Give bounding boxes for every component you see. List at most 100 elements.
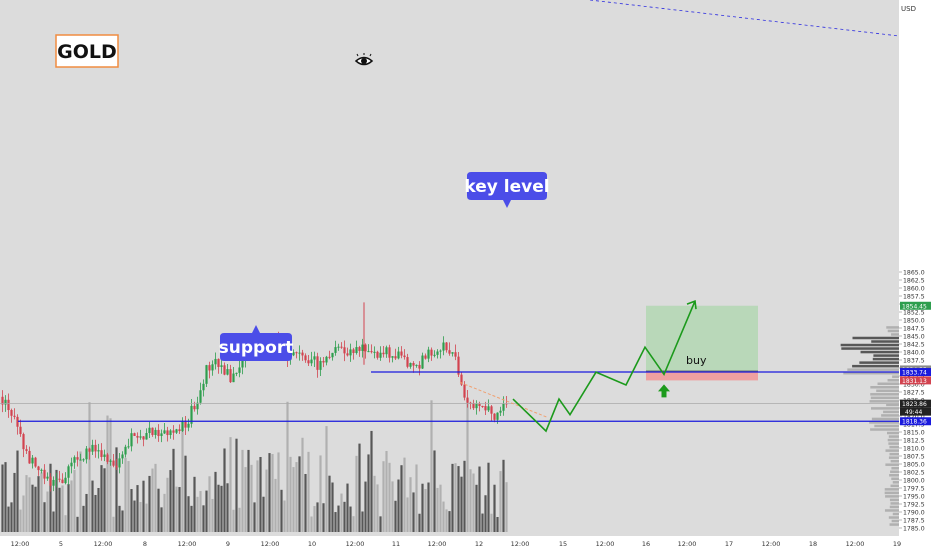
volume-bar — [40, 472, 43, 532]
symbol-box — [55, 34, 119, 68]
candle-body — [16, 416, 19, 427]
volume-profile-bar — [886, 403, 899, 407]
volume-bar — [496, 516, 499, 532]
candle-body — [205, 365, 208, 384]
time-tick-label: 12:00 — [596, 540, 615, 548]
volume-bar — [73, 469, 76, 532]
volume-bar — [205, 490, 208, 532]
volume-bar — [250, 464, 253, 532]
candle-body — [4, 399, 7, 405]
volume-profile-bar — [891, 333, 899, 336]
volume-bar — [175, 486, 178, 532]
volume-bar — [487, 462, 490, 532]
price-label-text: 1818.36 — [902, 419, 927, 426]
volume-bar — [4, 462, 7, 532]
candle-body — [415, 364, 418, 366]
candle-body — [19, 426, 22, 435]
arrow-up-icon — [658, 384, 670, 398]
volume-profile-bar — [885, 495, 899, 498]
support-callout: support — [219, 325, 294, 361]
volume-bar — [181, 426, 184, 532]
candle-body — [73, 457, 76, 463]
candle-body — [199, 390, 202, 403]
volume-bar — [76, 516, 79, 532]
volume-bar — [100, 465, 103, 532]
volume-bar — [121, 510, 124, 532]
candle-body — [151, 427, 154, 435]
volume-bar — [355, 455, 358, 532]
price-tick-label: 1785.0 — [903, 526, 925, 533]
volume-bar — [151, 468, 154, 532]
volume-bar — [433, 450, 436, 532]
volume-bar — [307, 451, 310, 532]
candle-body — [451, 352, 454, 354]
candle-body — [64, 477, 67, 484]
candle-body — [208, 365, 211, 371]
candle-body — [298, 352, 301, 354]
price-tick-label: 1847.5 — [903, 326, 925, 333]
candle-body — [148, 427, 151, 434]
volume-profile-bar — [859, 361, 899, 364]
volume-bar — [268, 453, 271, 532]
volume-bar — [67, 484, 70, 532]
candle-body — [49, 476, 52, 486]
price-tick-label: 1810.0 — [903, 446, 925, 453]
volume-bar — [232, 509, 235, 532]
candle-body — [328, 356, 331, 358]
volume-bar — [376, 484, 379, 532]
volume-bar — [445, 509, 448, 532]
volume-bar — [439, 484, 442, 532]
volume-bar — [337, 505, 340, 532]
volume-bar — [412, 492, 415, 532]
candle-body — [97, 450, 100, 452]
volume-profile-bar — [871, 417, 899, 421]
support-label: support — [219, 338, 294, 358]
candle-body — [85, 448, 88, 460]
time-tick-label: 12:00 — [678, 540, 697, 548]
volume-bar — [118, 505, 121, 532]
volume-bar — [199, 491, 202, 532]
candle-body — [82, 459, 85, 461]
candle-body — [67, 466, 70, 478]
volume-bar — [361, 511, 364, 532]
volume-bar — [223, 448, 226, 532]
candle-body — [391, 356, 394, 358]
volume-bar — [211, 498, 214, 532]
candle-body — [475, 403, 478, 409]
candle-body — [187, 423, 190, 428]
candle-body — [430, 349, 433, 356]
price-axis-bg — [899, 0, 932, 550]
time-tick-label: 12:00 — [261, 540, 280, 548]
volume-bar — [505, 482, 508, 532]
volume-bar — [265, 469, 268, 532]
volume-bar — [43, 502, 46, 532]
volume-bar — [112, 516, 115, 532]
candle-body — [433, 354, 436, 356]
volume-bar — [292, 467, 295, 532]
candle-body — [100, 450, 103, 457]
volume-bar — [460, 476, 463, 532]
volume-bar — [217, 484, 220, 532]
candle-body — [22, 434, 25, 450]
candle-body — [211, 364, 214, 371]
volume-profile-bar — [872, 357, 899, 361]
volume-bar — [139, 501, 142, 532]
price-tick-label: 1842.5 — [903, 342, 925, 349]
volume-profile-bar — [891, 477, 899, 481]
volume-bar — [106, 415, 109, 532]
volume-bar — [202, 505, 205, 532]
price-tick-label: 1812.5 — [903, 438, 925, 445]
volume-bar — [46, 491, 49, 532]
volume-profile-bar — [889, 523, 899, 526]
volume-bar — [457, 466, 460, 532]
candle-body — [115, 465, 118, 468]
volume-bar — [262, 496, 265, 532]
volume-profile-bar — [888, 456, 899, 459]
volume-profile-bar — [887, 431, 899, 435]
volume-bar — [61, 485, 64, 532]
volume-bar — [436, 487, 439, 532]
candle-body — [229, 369, 232, 383]
volume-bar — [145, 503, 148, 532]
